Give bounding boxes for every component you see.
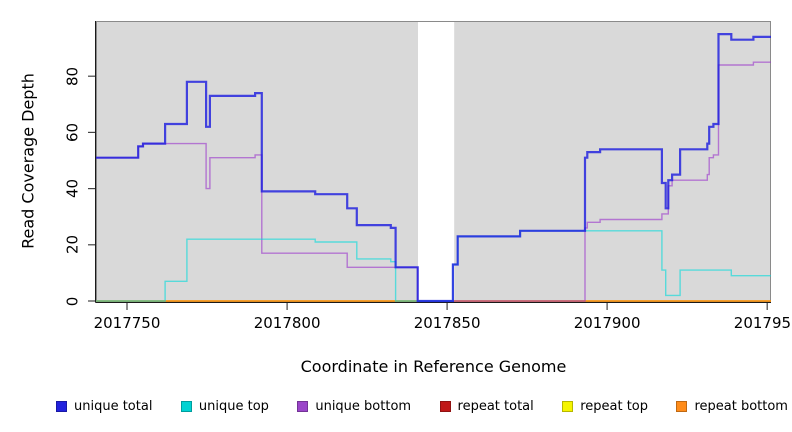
legend-label: unique bottom: [315, 399, 412, 414]
x-tick-label: 2017900: [573, 314, 641, 332]
y-tick-label: 0: [63, 296, 82, 306]
legend-label: repeat total: [457, 399, 534, 414]
legend-item: unique total: [56, 399, 152, 414]
legend-item: unique top: [180, 399, 269, 414]
legend-swatch-icon: [439, 401, 451, 412]
y-tick-label: 80: [63, 66, 82, 86]
y-axis-title: Read Coverage Depth: [18, 73, 38, 249]
legend-label: unique total: [74, 399, 153, 414]
legend-item: repeat top: [562, 399, 648, 414]
x-tick-label: 2017850: [413, 314, 481, 332]
series-line-unique-total: [96, 33, 771, 303]
legend-swatch-icon: [180, 401, 192, 412]
legend-item: unique bottom: [297, 399, 411, 414]
legend-swatch-icon: [676, 401, 688, 412]
x-axis-title: Coordinate in Reference Genome: [300, 357, 567, 376]
legend-swatch-icon: [56, 401, 67, 412]
y-tick-label: 40: [63, 179, 82, 199]
x-tick-label: 2017800: [253, 314, 321, 332]
legend-label: repeat top: [580, 399, 648, 414]
x-tick-label: 2017750: [93, 314, 161, 332]
legend-label: repeat bottom: [694, 399, 788, 414]
y-tick-label: 20: [63, 235, 82, 255]
legend-label: unique top: [198, 399, 269, 414]
series-line-unique-bottom: [96, 61, 771, 302]
legend-swatch-icon: [297, 401, 309, 412]
legend-swatch-icon: [562, 401, 574, 412]
legend-item: repeat total: [439, 399, 534, 414]
legend-item: repeat bottom: [676, 399, 788, 414]
no-data-band: [418, 22, 455, 301]
legend: unique total unique top unique bottom repea…: [56, 399, 788, 414]
y-tick-label: 60: [63, 122, 82, 142]
